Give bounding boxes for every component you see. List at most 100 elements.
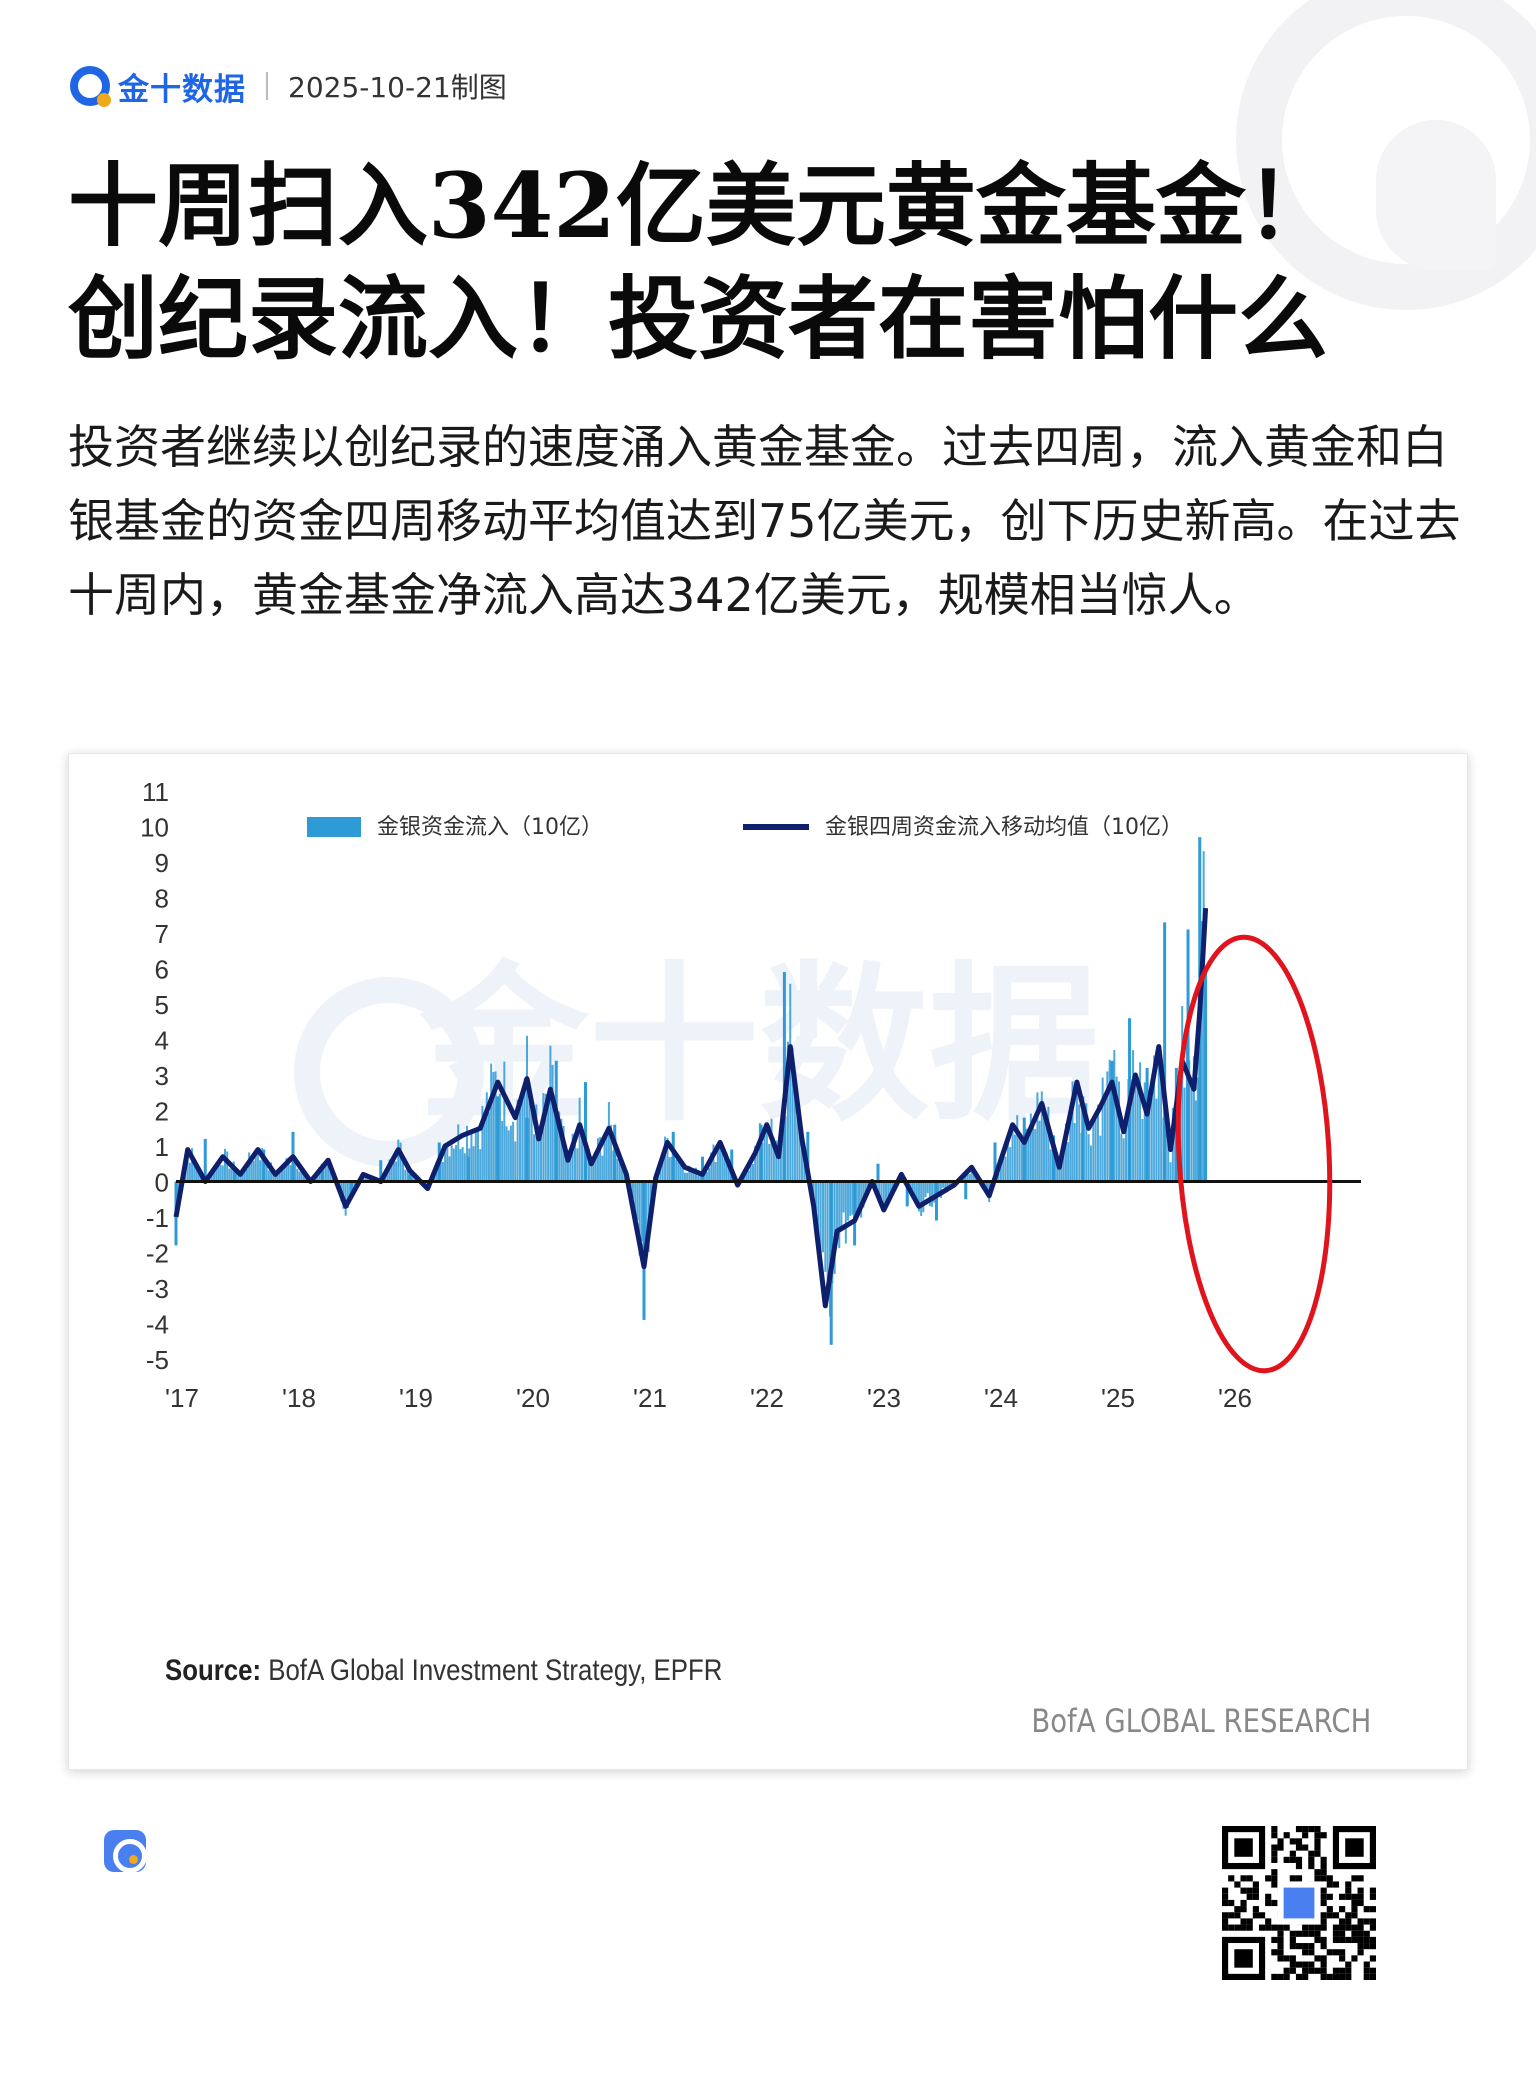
moving-average-line (173, 907, 1209, 1309)
flow-bar (985, 1181, 988, 1193)
flow-bar (880, 1181, 883, 1201)
flow-bar (876, 1163, 880, 1182)
flow-bar (824, 1181, 827, 1272)
flow-bar (576, 1148, 579, 1182)
flow-bar (223, 1148, 226, 1182)
flow-bar (1002, 1156, 1005, 1182)
flow-bar (401, 1161, 404, 1182)
flow-bar (446, 1143, 449, 1182)
flow-bar (759, 1124, 763, 1182)
flow-bar (864, 1181, 867, 1199)
flow-bar (474, 1128, 477, 1182)
flow-bar (694, 1167, 697, 1182)
flow-bar (193, 1158, 196, 1182)
flow-bar (596, 1138, 599, 1182)
flow-bar (681, 1165, 684, 1182)
flow-bar (537, 1130, 540, 1182)
flow-bar (1023, 1126, 1026, 1182)
flow-bar (252, 1160, 255, 1182)
flow-bar (968, 1174, 971, 1182)
flow-bar (507, 1130, 510, 1182)
flow-bar (1129, 1079, 1132, 1182)
flow-bar (765, 1131, 768, 1182)
flow-bar (831, 1181, 834, 1284)
flow-bar (847, 1181, 850, 1221)
y-tick-label: 1 (155, 1132, 169, 1162)
flow-bar (1064, 1123, 1067, 1182)
flow-bar (547, 1098, 550, 1182)
flow-bar (492, 1072, 495, 1182)
flow-bar (1089, 1145, 1092, 1182)
flow-bar (701, 1175, 704, 1182)
flow-bar (723, 1158, 726, 1182)
flow-bar (250, 1158, 253, 1182)
flow-bar (1122, 1138, 1125, 1182)
highlight-ellipse (1175, 934, 1333, 1374)
flow-bar (243, 1170, 246, 1182)
flow-bar (175, 1181, 177, 1219)
flow-bar (636, 1181, 639, 1221)
flow-bar (819, 1181, 822, 1262)
flow-bar (479, 1149, 482, 1182)
flow-bar (219, 1165, 222, 1182)
flow-bar (1146, 1106, 1149, 1182)
flow-bar (501, 1120, 504, 1182)
flow-bar (701, 1156, 704, 1182)
flow-bar (632, 1181, 635, 1199)
flow-bar (578, 1097, 581, 1182)
flow-bar (855, 1181, 858, 1213)
x-tick-label: '19 (399, 1383, 433, 1413)
legend: 金银资金流入（10亿） 金银四周资金流入移动均值（10亿） (307, 815, 1183, 840)
flow-bar (195, 1166, 198, 1182)
flow-bar (466, 1125, 469, 1182)
chart-date: 2025-10-21制图 (288, 71, 507, 104)
flow-bar (922, 1181, 925, 1213)
flow-bar (1141, 1118, 1144, 1182)
qr-code-icon[interactable] (1222, 1826, 1376, 1980)
flow-bar (349, 1181, 352, 1202)
flow-bar (452, 1148, 455, 1182)
flow-bar (395, 1161, 398, 1182)
flow-bar (1120, 1133, 1123, 1182)
flow-bar (584, 1082, 587, 1182)
flow-bar (1081, 1096, 1085, 1182)
flow-bar (505, 1126, 508, 1182)
flow-bar (618, 1162, 621, 1182)
flow-bar (659, 1165, 662, 1182)
flow-bar (254, 1149, 257, 1182)
flow-bar (1004, 1156, 1007, 1182)
flow-bar (188, 1162, 191, 1182)
flow-bar (786, 1041, 789, 1182)
flow-bar (399, 1142, 402, 1182)
background-decoration-leaf (1376, 120, 1496, 270)
flow-bar (668, 1157, 671, 1182)
flow-bar (217, 1162, 220, 1182)
flow-bar (793, 1093, 796, 1182)
flow-bar (1174, 1103, 1177, 1182)
flow-bar (585, 1149, 588, 1182)
flow-bar (603, 1140, 606, 1182)
x-tick-label: '17 (165, 1383, 199, 1413)
flow-bar (844, 1181, 847, 1244)
y-tick-label: 8 (155, 884, 169, 914)
flow-bar (703, 1170, 706, 1182)
flow-bar (666, 1138, 669, 1182)
flow-bar (911, 1181, 914, 1191)
flow-bar (292, 1161, 294, 1182)
flow-bar (853, 1181, 856, 1207)
flow-bar (683, 1172, 686, 1182)
flow-bar (939, 1181, 942, 1198)
flow-bar (248, 1152, 251, 1182)
y-tick-label: 2 (155, 1097, 169, 1127)
flow-bar (461, 1146, 464, 1182)
x-tick-label: '23 (867, 1383, 901, 1413)
flow-bar (826, 1181, 829, 1285)
flow-bar (853, 1181, 857, 1246)
flow-bar (789, 983, 792, 1182)
flow-bar (472, 1146, 475, 1182)
flow-bar (490, 1063, 493, 1182)
flow-bar (1006, 1143, 1009, 1182)
flow-bar (234, 1172, 237, 1182)
flow-bar (553, 1108, 556, 1182)
flow-bar (448, 1156, 451, 1182)
